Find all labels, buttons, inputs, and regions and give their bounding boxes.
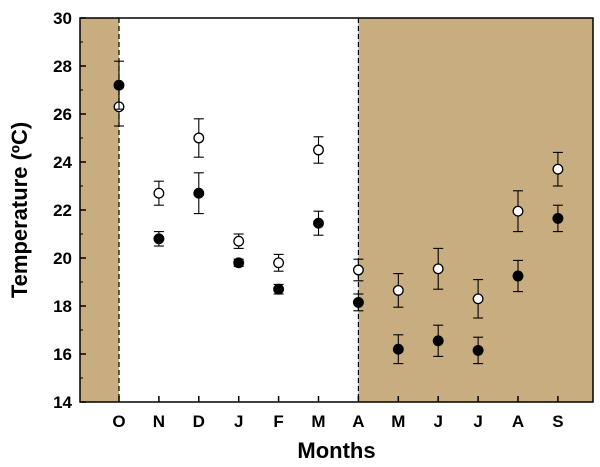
data-point [273, 283, 285, 295]
x-tick-label-7: M [391, 412, 405, 431]
data-point [432, 335, 444, 347]
x-tick-label-1: N [153, 412, 165, 431]
data-point [392, 343, 404, 355]
data-point [352, 264, 364, 276]
x-tick-label-2: D [193, 412, 205, 431]
data-point [512, 205, 524, 217]
data-point [552, 163, 564, 175]
data-point [153, 187, 165, 199]
data-point [153, 233, 165, 245]
y-tick-label-14: 14 [53, 393, 72, 412]
data-point [552, 212, 564, 224]
x-axis-title: Months [297, 438, 375, 463]
x-tick-label-6: A [352, 412, 364, 431]
y-axis-title: Temperature (ºC) [7, 122, 32, 298]
x-tick-label-0: O [112, 412, 125, 431]
data-point [273, 257, 285, 269]
data-point [352, 296, 364, 308]
data-point [313, 144, 324, 156]
data-point [512, 270, 524, 282]
series-layer [113, 60, 564, 365]
series-0 [113, 87, 564, 319]
data-point [233, 235, 245, 247]
x-tick-label-11: S [552, 412, 563, 431]
y-tick-label-22: 22 [53, 201, 72, 220]
data-point [193, 132, 205, 144]
y-tick-label-30: 30 [53, 9, 72, 28]
y-tick-label-26: 26 [53, 105, 72, 124]
x-tick-label-8: J [433, 412, 442, 431]
season-dividers [118, 18, 359, 402]
series-1 [113, 60, 564, 365]
y-tick-label-18: 18 [53, 297, 72, 316]
data-point [472, 293, 484, 305]
y-tick-label-28: 28 [53, 57, 72, 76]
x-tick-label-3: J [234, 412, 243, 431]
data-point [432, 263, 444, 275]
x-tick-label-5: M [311, 412, 325, 431]
shaded-regions [80, 18, 593, 402]
data-point [233, 257, 245, 269]
x-tick-label-10: A [512, 412, 524, 431]
data-point [472, 344, 484, 356]
y-tick-label-20: 20 [53, 249, 72, 268]
x-tick-label-4: F [273, 412, 283, 431]
x-tick-label-9: J [473, 412, 482, 431]
y-axis: 14 16 18 20 22 24 26 28 30 [53, 9, 86, 412]
data-point [113, 79, 125, 91]
data-point [193, 187, 205, 199]
shaded-region-0 [80, 18, 119, 402]
shaded-region-1 [358, 18, 593, 402]
y-tick-label-16: 16 [53, 345, 72, 364]
y-tick-label-24: 24 [53, 153, 72, 172]
data-point [392, 284, 404, 296]
data-point [313, 217, 324, 229]
